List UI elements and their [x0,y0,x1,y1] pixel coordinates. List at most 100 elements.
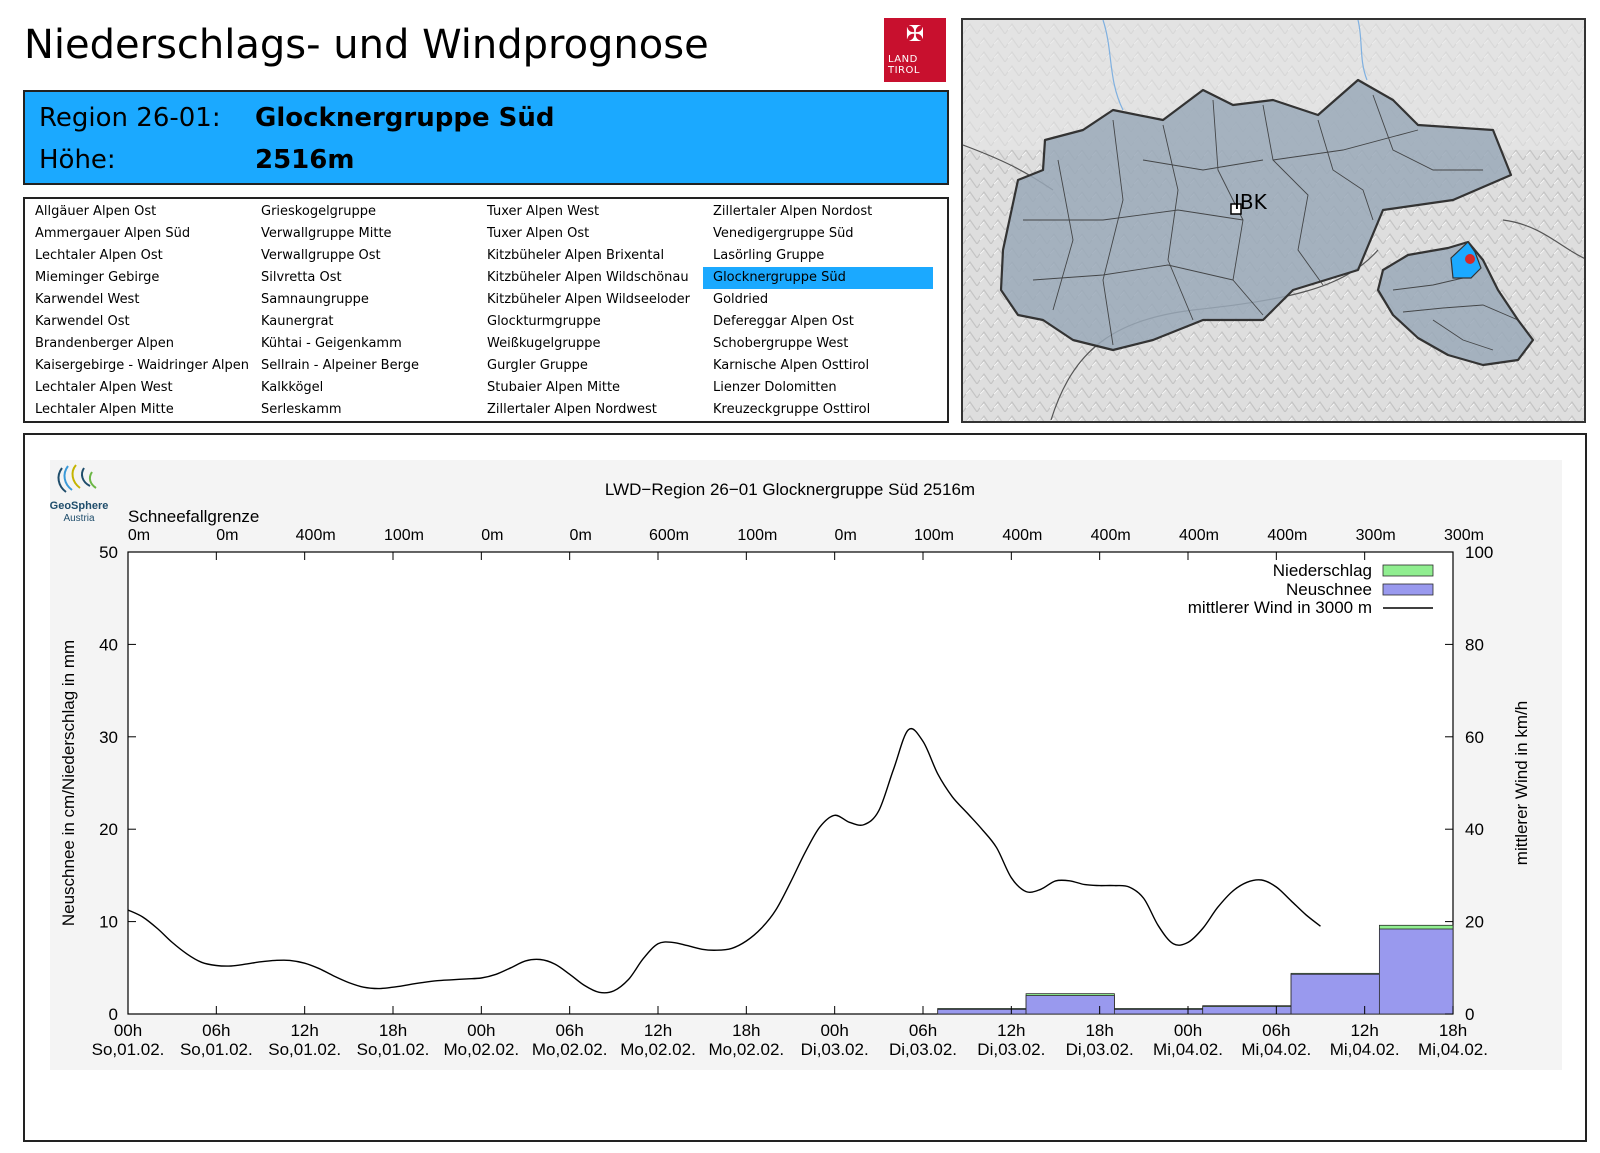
snowline-value: 400m [1267,527,1307,544]
x-tick-time: 00h [467,1021,495,1040]
land-tirol-logo: ✠ LAND TIROL [884,18,946,82]
geosphere-logo: GeoSphere Austria [48,462,110,524]
x-tick-time: 12h [290,1021,318,1040]
region-list-item[interactable]: Sellrain - Alpeiner Berge [261,358,419,373]
y2-axis-label: mittlerer Wind in km/h [1512,701,1531,865]
region-list-item[interactable]: Zillertaler Alpen Nordost [713,204,873,219]
legend-label: Neuschnee [1286,580,1372,599]
snow-bar [1378,928,1454,1015]
region-list-item[interactable]: Defereggar Alpen Ost [713,314,854,329]
region-list-item[interactable]: Karwendel Ost [35,314,130,329]
region-list-item[interactable]: Weißkugelgruppe [487,336,601,351]
snowline-value: 400m [296,527,336,544]
region-list-item[interactable]: Allgäuer Alpen Ost [35,204,157,219]
x-tick-time: 00h [114,1021,142,1040]
region-list-item[interactable]: Kaisergebirge - Waidringer Alpen [35,358,249,373]
snowline-value: 400m [1091,527,1131,544]
snowline-values: 0m 0m 400m 100m 0m 0m 600m 100m 0m 100m 400m 400m 40… [128,527,1484,544]
x-tick-day: Mi,04.02. [1153,1040,1223,1059]
x-tick-time: 18h [379,1021,407,1040]
snowline-value: 100m [737,527,777,544]
region-list-item[interactable]: Schobergruppe West [713,336,849,351]
region-list-item[interactable]: Lechtaler Alpen Ost [35,248,163,263]
height-label: Höhe: [39,145,116,175]
snowline-value: 300m [1356,527,1396,544]
region-list-item[interactable]: Kitzbüheler Alpen Wildseeloder [487,292,690,307]
region-list-item[interactable]: Brandenberger Alpen [35,336,175,351]
legend-swatch [1382,564,1434,577]
y-tick-label: 0 [109,1005,118,1024]
regions-column: Tuxer Alpen West Tuxer Alpen Ost Kitzbühel… [477,201,707,421]
region-list-item[interactable]: Gurgler Gruppe [487,358,588,373]
geosphere-country: Austria [63,513,95,524]
region-map[interactable]: IBK [961,18,1586,423]
legend-label: mittlerer Wind in 3000 m [1188,598,1372,617]
x-tick-time: 12h [1350,1021,1378,1040]
region-list-item[interactable]: Lasörling Gruppe [713,248,825,263]
wind-line [127,728,1321,994]
snowline-value: 400m [1002,527,1042,544]
region-list-item[interactable]: Kreuzeckgruppe Osttirol [713,402,871,417]
snow-bar [937,1008,1027,1015]
snowline-value: 0m [216,527,238,544]
region-list-item[interactable]: Silvretta Ost [261,270,342,285]
x-axis: 00hSo,01.02.06hSo,01.02.12hSo,01.02.18hS… [92,552,1488,1059]
x-tick-day: So,01.02. [268,1040,341,1059]
region-list-item[interactable]: Karwendel West [35,292,140,307]
region-list-item[interactable]: Zillertaler Alpen Nordwest [487,402,657,417]
logo-line2: TIROL [888,65,920,76]
x-tick-day: Di,03.02. [801,1040,869,1059]
snowline-value: 300m [1444,527,1484,544]
regions-column: Grieskogelgruppe Verwallgruppe Mitte Verwa… [251,201,481,421]
region-list-item[interactable]: Lechtaler Alpen West [35,380,173,395]
page-title: Niederschlags- und Windprognose [24,22,709,68]
region-list-item[interactable]: Kalkkögel [261,380,324,395]
x-tick-day: Di,03.02. [889,1040,957,1059]
region-list-item[interactable]: Karnische Alpen Osttirol [713,358,870,373]
region-list-item[interactable]: Stubaier Alpen Mitte [487,380,621,395]
x-tick-day: So,01.02. [180,1040,253,1059]
right-axis: 0 20 40 60 80 100 [1445,543,1493,1024]
osttirol-outline [1376,240,1535,367]
snowline-value: 600m [649,527,689,544]
snowline-value: 0m [835,527,857,544]
region-list-item[interactable]: Tuxer Alpen Ost [487,226,590,241]
left-axis: 0 10 20 30 40 50 [99,543,136,1024]
region-list-item[interactable]: Tuxer Alpen West [487,204,600,219]
region-list-item[interactable]: Lienzer Dolomitten [713,380,837,395]
region-list-item[interactable]: Kühtai - Geigenkamm [261,336,402,351]
y-tick-label: 40 [99,635,118,654]
region-label: Region 26-01: [39,103,221,133]
region-list-item[interactable]: Samnaungruppe [261,292,369,307]
x-tick-time: 06h [1262,1021,1290,1040]
snow-bar [1113,1008,1204,1015]
region-header: Region 26-01: Glocknergruppe Süd Höhe: 2… [23,90,949,185]
region-list-item[interactable]: Mieminger Gebirge [35,270,160,285]
x-tick-day: So,01.02. [357,1040,430,1059]
snowline-value: 100m [384,527,424,544]
region-list-item[interactable]: Serleskamm [261,402,342,417]
region-list-item[interactable]: Verwallgruppe Ost [261,248,381,263]
region-list-item[interactable]: Kitzbüheler Alpen Brixental [487,248,665,263]
region-list-item[interactable]: Goldried [713,292,769,307]
legend-label: Niederschlag [1273,561,1372,580]
region-list-item[interactable]: Grieskogelgruppe [261,204,377,219]
map-svg: IBK [963,20,1584,421]
region-list-item[interactable]: Lechtaler Alpen Mitte [35,402,174,417]
ibk-marker [1230,203,1242,215]
regions-column: Allgäuer Alpen Ost Ammergauer Alpen Süd Le… [25,201,255,421]
snow-bar [1202,1006,1292,1015]
region-list-item[interactable]: Verwallgruppe Mitte [261,226,392,241]
region-list-item[interactable]: Kitzbüheler Alpen Wildschönau [487,270,689,285]
region-list-item[interactable]: Glocknergruppe Süd [703,267,933,289]
x-tick-time: 12h [997,1021,1025,1040]
x-tick-day: Mi,04.02. [1241,1040,1311,1059]
y-tick-label: 30 [99,728,118,747]
y2-tick-label: 40 [1465,820,1484,839]
region-list-item[interactable]: Kaunergrat [261,314,334,329]
region-list-item[interactable]: Venedigergruppe Süd [713,226,854,241]
region-list-item[interactable]: Ammergauer Alpen Süd [35,226,191,241]
region-list-item[interactable]: Glockturmgruppe [487,314,601,329]
